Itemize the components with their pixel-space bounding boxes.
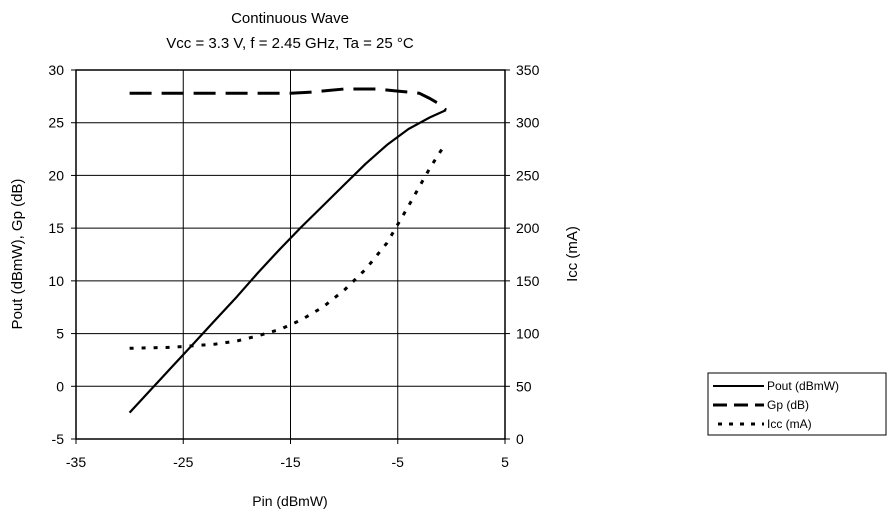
series-layer <box>128 87 448 414</box>
chart-subtitle: Vcc = 3.3 V, f = 2.45 GHz, Ta = 25 °C <box>166 35 414 52</box>
x-axis-label: Pin (dBmW) <box>252 493 327 509</box>
y-left-tick-label: 15 <box>48 220 64 236</box>
y-right-tick-label: 0 <box>516 431 524 447</box>
y-right-tick-label: 50 <box>516 378 532 394</box>
y-axis-label-right: Icc (mA) <box>564 226 581 282</box>
series-line-gp <box>129 87 448 112</box>
x-tick-label: -5 <box>392 454 405 470</box>
y-right-tick-label: 350 <box>516 62 540 78</box>
legend-label-icc: Icc (mA) <box>767 417 812 431</box>
grid-lines <box>76 70 505 439</box>
y-left-tick-label: -5 <box>52 431 65 447</box>
x-tick-label: -15 <box>280 454 300 470</box>
series-line-pout <box>128 109 447 414</box>
y-axis-label-left: Pout (dBmW), Gp (dB) <box>9 179 26 330</box>
legend: Pout (dBmW) Gp (dB) Icc (mA) <box>707 372 887 436</box>
chart-title: Continuous Wave <box>231 10 349 27</box>
y-left-tick-label: 10 <box>48 273 64 289</box>
y-left-tick-label: 5 <box>56 326 64 342</box>
y-right-tick-label: 300 <box>516 115 540 131</box>
x-tick-label: -25 <box>173 454 193 470</box>
legend-label-gp: Gp (dB) <box>767 398 809 412</box>
y-left-tick-label: 20 <box>48 167 64 183</box>
legend-label-pout: Pout (dBmW) <box>767 379 839 393</box>
x-tick-label: -35 <box>66 454 86 470</box>
y-right-tick-label: 100 <box>516 326 540 342</box>
series-line-icc <box>129 142 448 350</box>
x-tick-label: 5 <box>501 454 509 470</box>
y-left-tick-label: 0 <box>56 378 64 394</box>
y-right-tick-label: 200 <box>516 220 540 236</box>
y-left-tick-label: 30 <box>48 62 64 78</box>
y-right-tick-label: 250 <box>516 167 540 183</box>
y-left-tick-label: 25 <box>48 115 64 131</box>
y-right-tick-label: 150 <box>516 273 540 289</box>
